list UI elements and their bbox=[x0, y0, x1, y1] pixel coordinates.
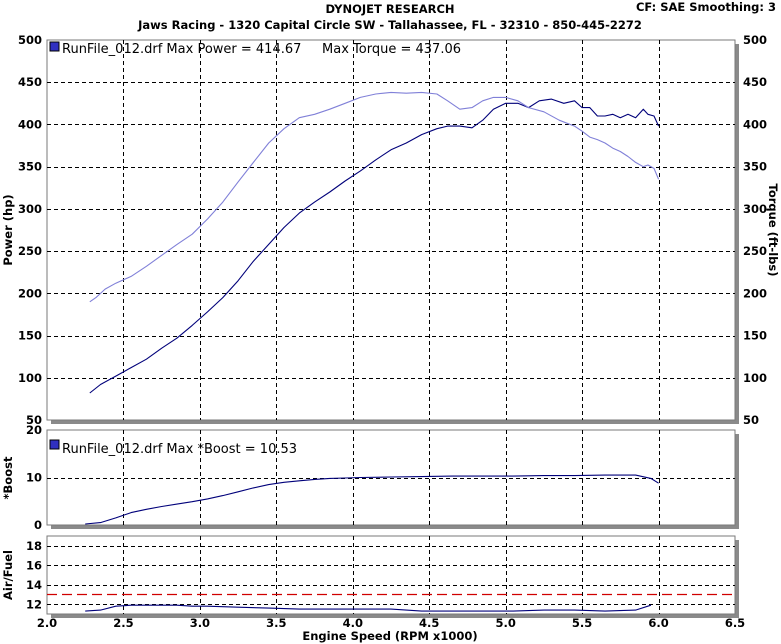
torque-series-line bbox=[89, 91, 660, 303]
x-tick-label: 4.0 bbox=[343, 616, 363, 630]
afr-axis-label: Air/Fuel bbox=[1, 550, 15, 600]
boost-axis-label: *Boost bbox=[1, 456, 15, 499]
chart-subtitle: Jaws Racing - 1320 Capital Circle SW - T… bbox=[137, 18, 642, 32]
boost-legend-swatch bbox=[49, 439, 60, 450]
power-y-tick-label: 350 bbox=[18, 160, 42, 174]
afr-y-tick-label: 12 bbox=[26, 597, 42, 611]
torque-y-tick-label: 250 bbox=[743, 244, 767, 258]
x-axis-label: Engine Speed (RPM x1000) bbox=[302, 629, 477, 643]
power-y-tick-label: 500 bbox=[18, 33, 42, 47]
x-tick-label: 3.5 bbox=[266, 616, 286, 630]
power-y-tick-label: 50 bbox=[26, 413, 42, 427]
afr-y-tick-label: 14 bbox=[26, 578, 42, 592]
torque-y-tick-label: 200 bbox=[743, 286, 767, 300]
boost-series-line bbox=[85, 474, 659, 525]
power-y-tick-label: 450 bbox=[18, 75, 42, 89]
torque-y-tick-label: 100 bbox=[743, 371, 767, 385]
boost-legend: RunFile_012.drf Max *Boost = 10.53 bbox=[62, 442, 297, 457]
torque-axis-label: Torque (ft-lbs) bbox=[766, 184, 780, 277]
power-pane bbox=[46, 39, 736, 421]
x-tick-label: 4.5 bbox=[419, 616, 439, 630]
power-axis-label: Power (hp) bbox=[1, 194, 15, 265]
power-legend: RunFile_012.drf Max Power = 414.67 Max T… bbox=[62, 42, 461, 57]
torque-y-tick-label: 450 bbox=[743, 75, 767, 89]
torque-y-tick-label: 500 bbox=[743, 33, 767, 47]
series-layer bbox=[85, 91, 660, 612]
air_fuel-series-line bbox=[85, 604, 652, 612]
torque-y-tick-label: 300 bbox=[743, 202, 767, 216]
torque-y-tick-label: 50 bbox=[743, 413, 759, 427]
x-tick-label: 5.0 bbox=[495, 616, 515, 630]
x-tick-label: 6.0 bbox=[648, 616, 668, 630]
afr-y-tick-label: 16 bbox=[26, 558, 42, 572]
afr-pane bbox=[46, 535, 736, 615]
torque-y-tick-label: 350 bbox=[743, 160, 767, 174]
power-y-tick-label: 200 bbox=[18, 286, 42, 300]
x-tick-label: 2.5 bbox=[113, 616, 133, 630]
power-series-line bbox=[89, 98, 660, 394]
power-legend-swatch bbox=[49, 41, 60, 52]
boost-y-tick-label: 0 bbox=[34, 518, 42, 532]
torque-y-tick-label: 150 bbox=[743, 329, 767, 343]
power-y-tick-label: 150 bbox=[18, 329, 42, 343]
chart-settings: CF: SAE Smoothing: 3 bbox=[636, 0, 776, 14]
power-y-tick-label: 250 bbox=[18, 244, 42, 258]
x-tick-label: 3.0 bbox=[190, 616, 210, 630]
boost-y-tick-label: 20 bbox=[26, 423, 42, 437]
power-y-tick-label: 300 bbox=[18, 202, 42, 216]
x-tick-label: 6.5 bbox=[725, 616, 745, 630]
afr-y-tick-label: 18 bbox=[26, 539, 42, 553]
grid-layer bbox=[47, 40, 735, 614]
x-tick-label: 2.0 bbox=[37, 616, 57, 630]
chart-title: DYNOJET RESEARCH bbox=[325, 2, 454, 16]
power-y-tick-label: 100 bbox=[18, 371, 42, 385]
x-tick-label: 5.5 bbox=[572, 616, 592, 630]
boost-y-tick-label: 10 bbox=[26, 471, 42, 485]
torque-y-tick-label: 400 bbox=[743, 117, 767, 131]
power-y-tick-label: 400 bbox=[18, 117, 42, 131]
